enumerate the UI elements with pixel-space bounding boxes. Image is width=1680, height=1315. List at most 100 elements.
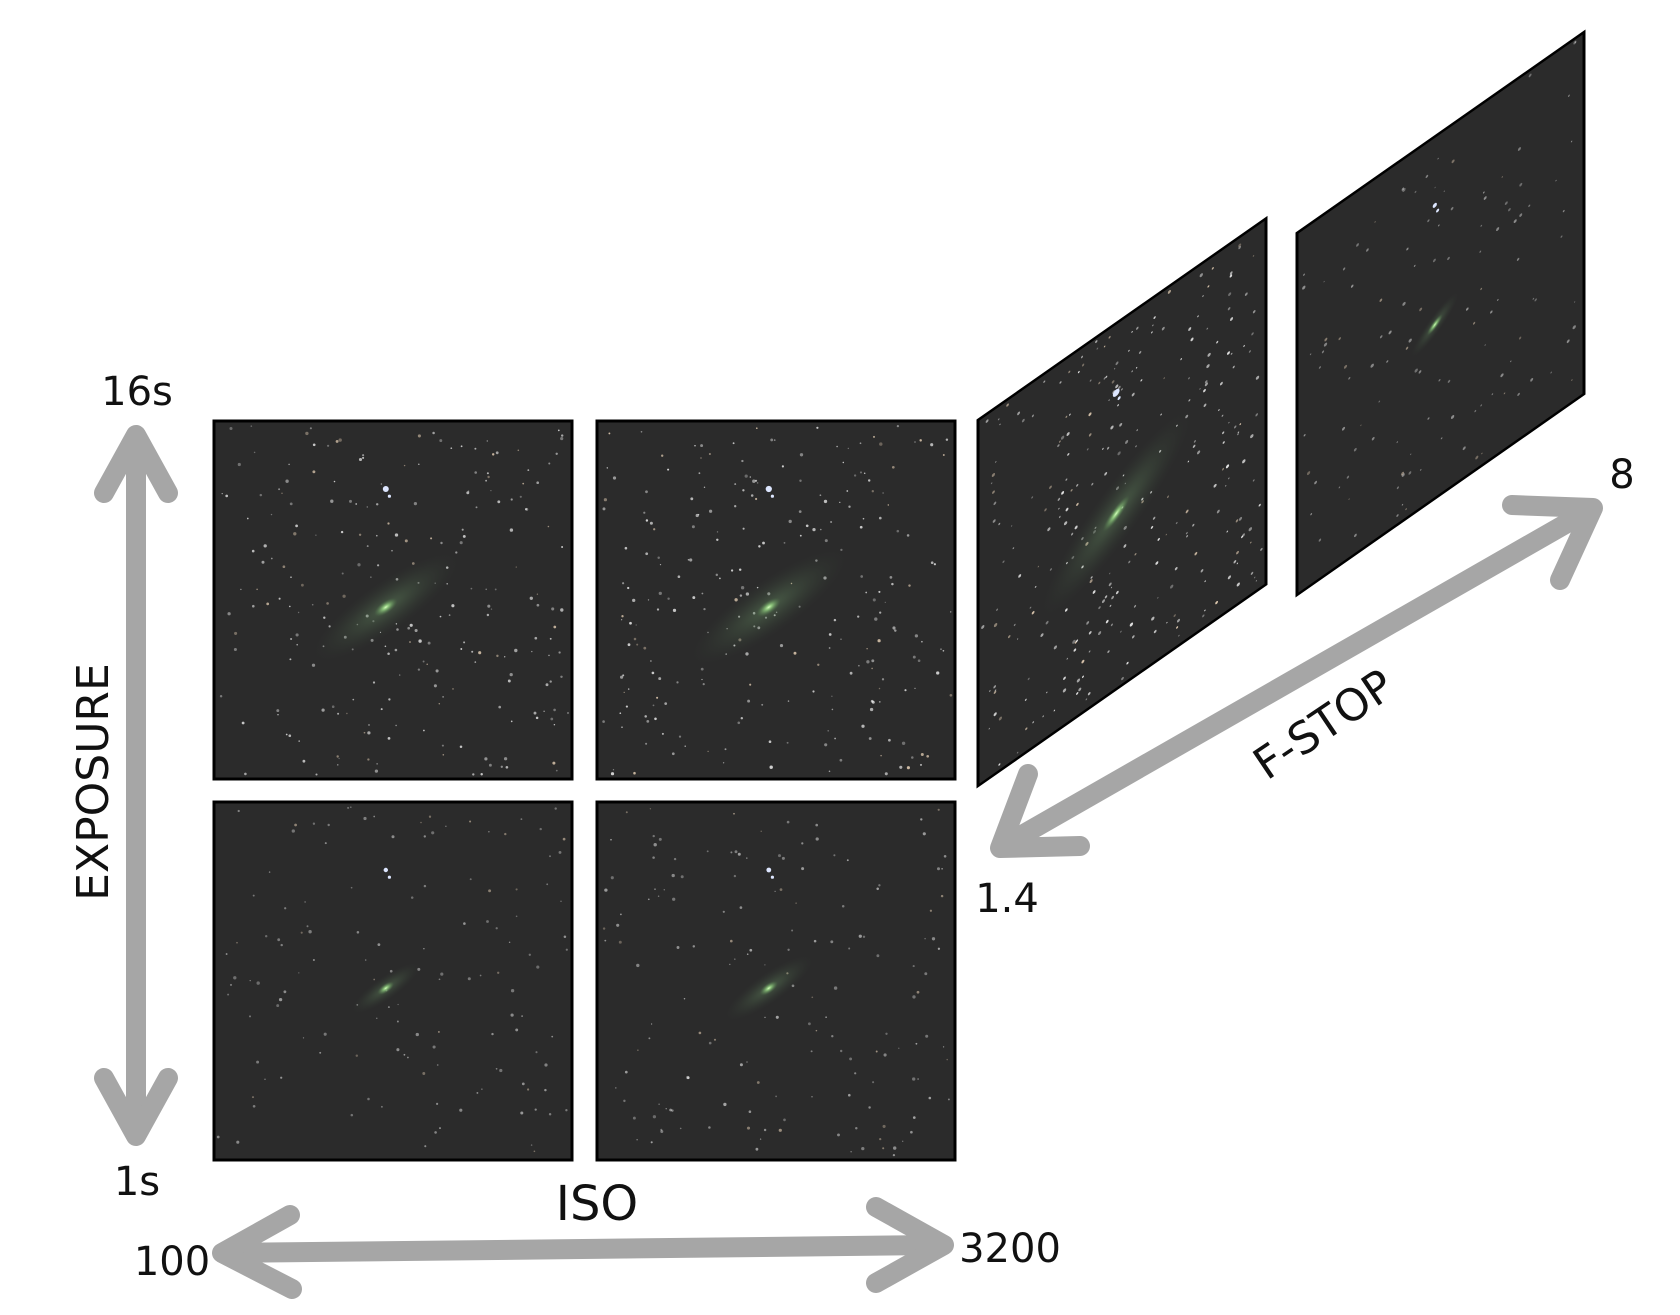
star bbox=[229, 983, 233, 986]
star bbox=[1129, 622, 1134, 627]
star bbox=[509, 672, 513, 677]
star bbox=[1151, 616, 1155, 621]
star bbox=[746, 1061, 748, 1063]
star bbox=[834, 737, 836, 740]
star bbox=[908, 584, 911, 587]
star bbox=[1157, 596, 1159, 599]
star bbox=[940, 894, 944, 898]
star bbox=[713, 1038, 717, 1041]
star bbox=[495, 451, 499, 455]
star bbox=[748, 1110, 752, 1113]
star bbox=[448, 614, 451, 616]
star bbox=[658, 677, 662, 681]
star bbox=[278, 997, 283, 1002]
star bbox=[1186, 535, 1189, 538]
star bbox=[551, 607, 555, 611]
star bbox=[225, 953, 228, 955]
star bbox=[1219, 381, 1223, 386]
star bbox=[1252, 255, 1255, 257]
star bbox=[277, 938, 281, 942]
star bbox=[1032, 721, 1035, 724]
star bbox=[486, 472, 489, 475]
star bbox=[652, 834, 655, 838]
star bbox=[622, 582, 625, 585]
star bbox=[384, 645, 387, 648]
star bbox=[441, 744, 444, 747]
star bbox=[1150, 525, 1154, 529]
star bbox=[445, 825, 447, 827]
star bbox=[527, 469, 530, 472]
star bbox=[1229, 274, 1233, 278]
star bbox=[380, 1105, 383, 1108]
star bbox=[846, 859, 849, 862]
star bbox=[312, 958, 315, 962]
star bbox=[694, 445, 696, 447]
star bbox=[1379, 298, 1383, 302]
star bbox=[560, 900, 562, 902]
star bbox=[1408, 471, 1412, 475]
star bbox=[484, 757, 488, 761]
star bbox=[1318, 366, 1321, 369]
star bbox=[878, 884, 881, 887]
star bbox=[533, 1150, 536, 1153]
star bbox=[1134, 553, 1137, 556]
star bbox=[1500, 373, 1504, 378]
star bbox=[462, 534, 466, 538]
star bbox=[1496, 298, 1499, 301]
star bbox=[749, 948, 753, 952]
star bbox=[403, 1053, 406, 1056]
star bbox=[610, 838, 612, 841]
star bbox=[698, 472, 701, 475]
star bbox=[490, 608, 493, 610]
star bbox=[615, 1087, 617, 1089]
star bbox=[439, 615, 442, 618]
star bbox=[883, 1053, 887, 1057]
star bbox=[871, 490, 874, 493]
star bbox=[1086, 621, 1090, 625]
star bbox=[861, 724, 865, 728]
star bbox=[323, 1032, 327, 1036]
star bbox=[291, 829, 295, 833]
star bbox=[284, 907, 287, 910]
star bbox=[1031, 611, 1035, 615]
star bbox=[1098, 381, 1101, 385]
star bbox=[1059, 381, 1062, 384]
star bbox=[278, 488, 281, 491]
star bbox=[1194, 551, 1198, 556]
star bbox=[652, 704, 655, 707]
star bbox=[1434, 186, 1436, 189]
star bbox=[487, 604, 491, 608]
star bbox=[700, 457, 702, 459]
star bbox=[859, 471, 863, 474]
star bbox=[914, 634, 919, 638]
star bbox=[756, 482, 759, 484]
star bbox=[1303, 434, 1306, 437]
star bbox=[1012, 547, 1015, 550]
star bbox=[665, 1108, 667, 1110]
star bbox=[470, 587, 473, 590]
star bbox=[358, 457, 363, 462]
star bbox=[1401, 503, 1404, 506]
star bbox=[1236, 550, 1239, 555]
star bbox=[1021, 418, 1025, 423]
star bbox=[517, 449, 520, 452]
star bbox=[490, 489, 492, 492]
star bbox=[436, 1064, 439, 1066]
star bbox=[750, 494, 754, 497]
star bbox=[1080, 355, 1084, 359]
star bbox=[738, 568, 742, 571]
star bbox=[414, 628, 418, 633]
star bbox=[992, 519, 996, 523]
star bbox=[878, 701, 881, 703]
star bbox=[892, 1153, 896, 1157]
star bbox=[1131, 331, 1133, 333]
star bbox=[1010, 525, 1013, 527]
star bbox=[1211, 267, 1214, 270]
star bbox=[288, 463, 290, 466]
star bbox=[1098, 606, 1101, 610]
star bbox=[562, 837, 566, 841]
star bbox=[602, 720, 605, 723]
star bbox=[1354, 533, 1357, 538]
star bbox=[1185, 509, 1189, 514]
star bbox=[1338, 486, 1341, 489]
